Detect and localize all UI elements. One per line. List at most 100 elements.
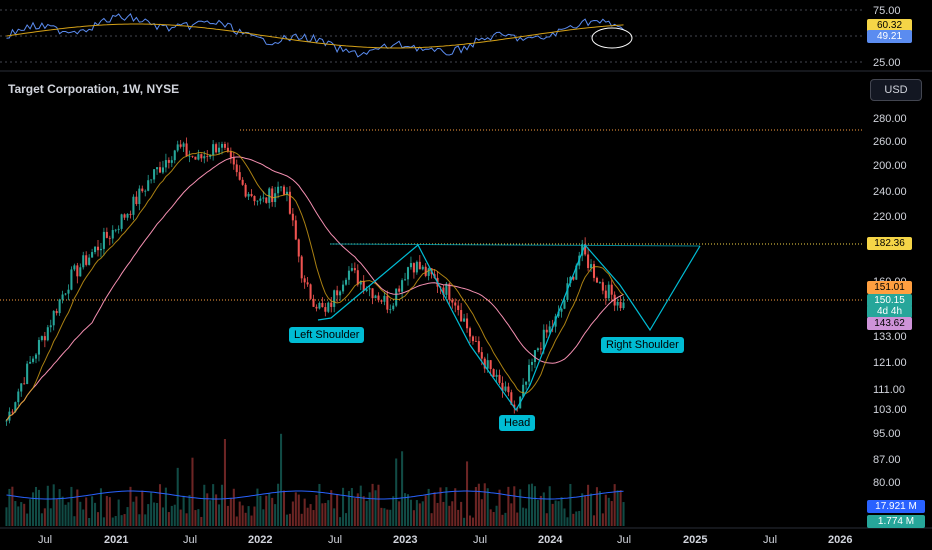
candle-body [336,290,339,296]
candle-body [297,239,300,257]
volume-bar [64,504,67,526]
volume-bar [401,451,404,526]
volume-bar [209,500,212,526]
volume-bar [120,515,123,526]
candle-body [587,254,590,269]
volume-bar [513,486,516,526]
candle-body [26,363,29,384]
volume-bar [11,486,14,526]
volume-bar [14,501,17,526]
volume-bar [430,513,433,526]
volume-bar [161,507,164,526]
candle-body [88,257,91,265]
volume-bar [99,488,102,526]
candle-body [182,143,185,147]
volume-bar [601,513,604,526]
volume-bar [563,508,566,526]
volume-bar [457,509,460,526]
volume-bar [557,501,560,526]
candle-body [250,193,253,197]
volume-bar [474,486,477,526]
volume-bar [259,495,262,526]
volume-bar [312,510,315,526]
volume-bar [495,505,498,526]
candle-body [445,283,448,295]
candle-body [595,277,598,283]
volume-bar [138,514,141,526]
candle-body [365,289,368,291]
candle-body [37,340,40,355]
candle-body [132,196,135,215]
candle-body [176,144,179,151]
candle-body [542,329,545,350]
volume-bar [595,487,598,526]
candle-body [218,147,221,153]
candle-body [303,278,306,283]
candle-body [161,167,164,173]
candle-body [312,298,315,307]
candle-body [590,264,593,269]
candle-body [167,160,170,163]
candle-body [203,156,206,159]
volume-bar [167,512,170,526]
volume-bar [291,501,294,526]
candle-body [79,267,82,277]
volume-bar [194,510,197,526]
volume-bar [58,489,61,526]
volume-bar [55,498,58,526]
volume-bar [32,492,35,526]
volume-bar [265,495,268,526]
volume-bar [49,508,52,526]
volume-bar [528,484,531,526]
volume-bar [427,488,430,526]
candle-body [188,155,191,157]
volume-bar [584,495,587,526]
volume-bar [516,512,519,526]
volume-bar [179,509,182,526]
candle-body [463,318,466,322]
volume-bar [409,499,412,526]
volume-bar [300,513,303,526]
currency-button[interactable]: USD [870,79,922,101]
time-label: 2024 [538,534,563,546]
candle-body [392,305,395,310]
volume-bar [88,517,91,526]
volume-bar [108,497,111,526]
volume-bar [215,494,218,526]
candle-body [619,301,622,309]
candle-body [501,382,504,391]
volume-bar [415,500,418,526]
volume-bar [560,497,563,526]
volume-ma-tag: 17.921 M [867,500,925,513]
volume-bar [353,498,356,526]
volume-bar [492,512,495,526]
volume-bar [504,512,507,526]
high-price-tag: 151.01 [867,281,912,294]
candle-body [46,327,49,341]
volume-bar [501,514,504,526]
candle-body [58,299,61,314]
candle-body [539,348,542,350]
candle-body [153,169,156,180]
candle-body [32,358,35,362]
candle-body [448,283,451,300]
price-tick: 280.00 [873,113,907,125]
head-label: Head [499,415,536,431]
candle-body [616,301,619,306]
candle-body [144,190,147,192]
candle-body [495,374,498,377]
candle-body [471,336,474,342]
candle-body [102,231,105,249]
volume-bar [380,507,383,526]
head-shoulders-pattern-line [317,243,701,412]
volume-bar [73,516,76,526]
candle-body [350,268,353,271]
volume-bar [164,487,167,526]
volume-bar [297,494,300,526]
candle-body [191,155,194,157]
volume-bar [533,486,536,526]
candle-body [173,150,176,161]
volume-bar [460,501,463,526]
candle-body [164,160,167,168]
